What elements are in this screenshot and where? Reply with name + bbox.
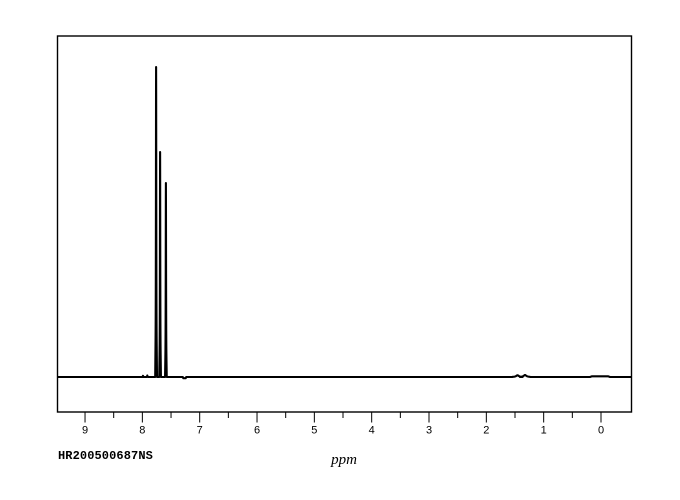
svg-text:5: 5 [311,425,317,437]
svg-text:4: 4 [369,425,375,437]
svg-text:ppm: ppm [330,452,357,468]
svg-text:7: 7 [197,425,203,437]
svg-text:0: 0 [598,425,604,437]
svg-text:6: 6 [254,425,260,437]
svg-text:3: 3 [426,425,432,437]
svg-text:9: 9 [82,425,88,437]
svg-text:2: 2 [483,425,489,437]
svg-text:1: 1 [541,425,547,437]
svg-text:8: 8 [139,425,145,437]
svg-text:HR200500687NS: HR200500687NS [58,449,153,463]
